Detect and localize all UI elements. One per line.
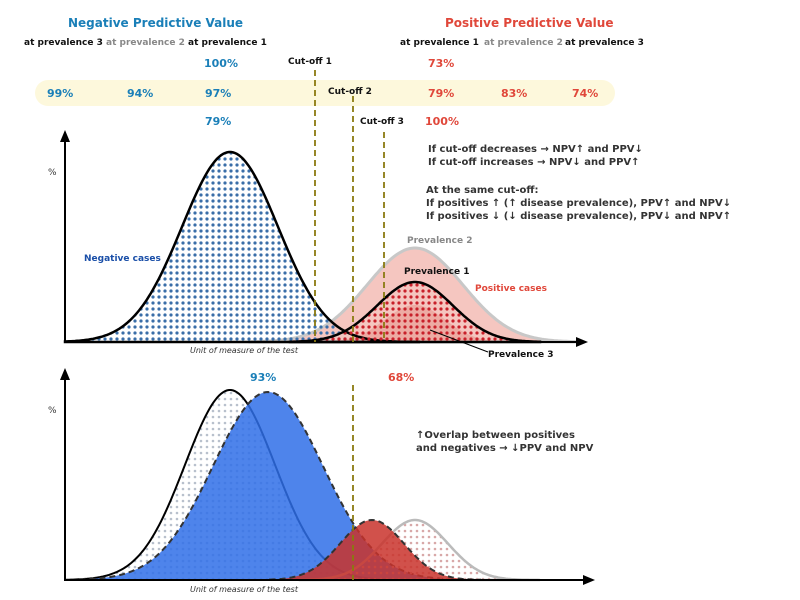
bottom-x-arrow xyxy=(583,575,595,585)
npv-prev1-label: at prevalence 1 xyxy=(188,38,267,48)
prevalence-3-pointer xyxy=(429,329,489,353)
npv-cutoff2-prev3: 99% xyxy=(47,87,74,100)
note-positives-down: If positives ↓ (↓ disease prevalence), P… xyxy=(426,211,732,222)
cutoff-3-label: Cut-off 3 xyxy=(360,117,404,127)
ppv-prev1-label: at prevalence 1 xyxy=(400,38,479,48)
bottom-x-label: Unit of measure of the test xyxy=(190,585,298,594)
positive-cases-label: Positive cases xyxy=(475,284,547,294)
bottom-npv-value: 93% xyxy=(250,371,277,384)
top-x-label: Unit of measure of the test xyxy=(190,346,298,355)
bottom-ppv-value: 68% xyxy=(388,371,415,384)
overlap-note-line2: and negatives → ↓PPV and NPV xyxy=(416,443,594,454)
ppv-cutoff2-prev2: 83% xyxy=(501,87,528,100)
ppv-cutoff1-prev1: 73% xyxy=(428,57,455,70)
npv-prev2-label: at prevalence 2 xyxy=(106,38,185,48)
ppv-prev3-label: at prevalence 3 xyxy=(565,38,644,48)
ppv-prev2-label: at prevalence 2 xyxy=(484,38,563,48)
cutoff-1-label: Cut-off 1 xyxy=(288,57,332,67)
note-cutoff-decreases: If cut-off decreases → NPV↑ and PPV↓ xyxy=(428,144,643,155)
top-y-arrow xyxy=(60,130,70,142)
npv-title: Negative Predictive Value xyxy=(68,16,244,30)
ppv-cutoff3-prev1: 100% xyxy=(425,115,459,128)
npv-cutoff2-prev2: 94% xyxy=(127,87,154,100)
top-y-label: % xyxy=(48,168,57,178)
bottom-positive-shifted-curve xyxy=(269,518,481,581)
overlap-note-line1: ↑Overlap between positives xyxy=(416,430,575,441)
top-x-arrow xyxy=(576,337,588,347)
bottom-negative-shifted-curve xyxy=(79,390,481,581)
cutoff-2-label: Cut-off 2 xyxy=(328,87,372,97)
note-same-cutoff: At the same cut-off: xyxy=(426,185,539,196)
note-cutoff-increases: If cut-off increases → NPV↓ and PPV↑ xyxy=(428,157,640,168)
npv-cutoff1-prev1: 100% xyxy=(204,57,238,70)
bottom-y-label: % xyxy=(48,406,57,416)
ppv-cutoff2-prev1: 79% xyxy=(428,87,455,100)
ppv-title: Positive Predictive Value xyxy=(445,16,614,30)
value-band xyxy=(35,80,615,106)
note-positives-up: If positives ↑ (↑ disease prevalence), P… xyxy=(426,198,732,209)
prevalence-1-label: Prevalence 1 xyxy=(404,267,470,277)
npv-cutoff3-prev1: 79% xyxy=(205,115,232,128)
negative-cases-label: Negative cases xyxy=(84,254,161,264)
bottom-y-arrow xyxy=(60,368,70,380)
prevalence-2-label: Prevalence 2 xyxy=(407,236,473,246)
npv-prev3-label: at prevalence 3 xyxy=(24,38,103,48)
prevalence-3-label: Prevalence 3 xyxy=(488,350,554,360)
ppv-cutoff2-prev3: 74% xyxy=(572,87,599,100)
npv-cutoff2-prev1: 97% xyxy=(205,87,232,100)
